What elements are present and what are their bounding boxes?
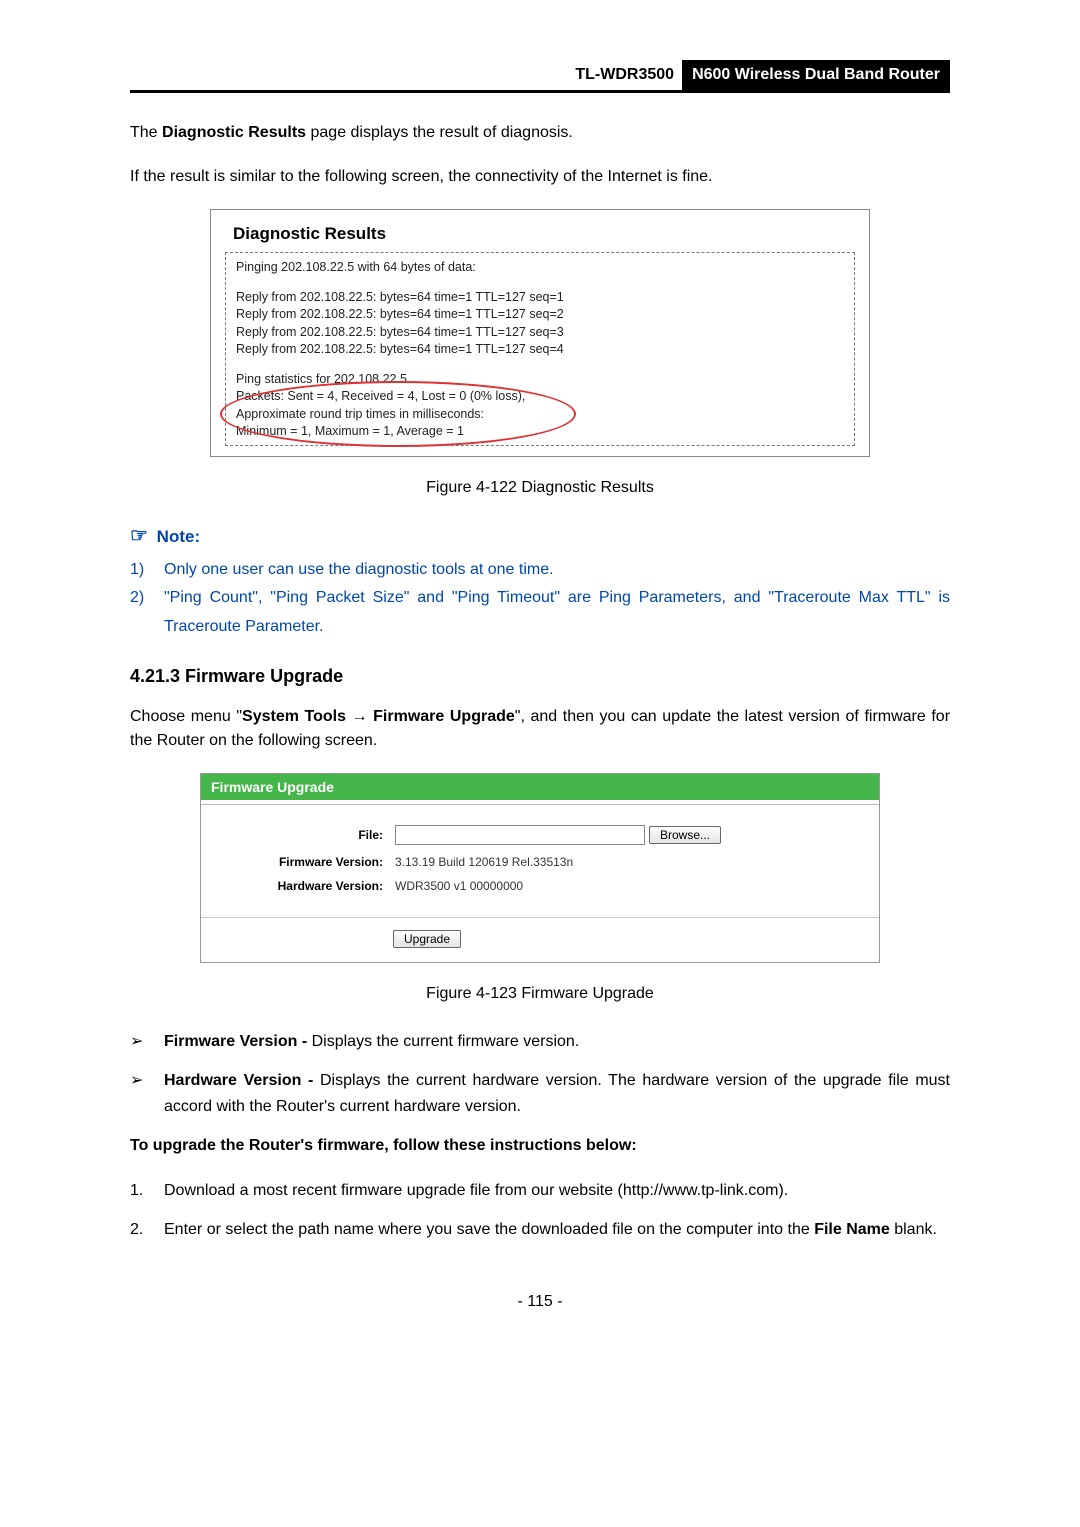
note-list: 1) Only one user can use the diagnostic … xyxy=(130,556,950,642)
ping-stat: Packets: Sent = 4, Received = 4, Lost = … xyxy=(236,388,844,406)
fw-version-label: Firmware Version: xyxy=(215,855,395,869)
steps-list: 1. Download a most recent firmware upgra… xyxy=(130,1178,950,1243)
header-desc: N600 Wireless Dual Band Router xyxy=(682,60,950,90)
step-item: 2. Enter or select the path name where y… xyxy=(130,1217,950,1243)
fw-file-row: File: Browse... xyxy=(215,825,865,845)
fw-version-value: 3.13.19 Build 120619 Rel.33513n xyxy=(395,855,573,869)
bullet-item: ➢ Firmware Version - Displays the curren… xyxy=(130,1029,950,1055)
ping-stat: Minimum = 1, Maximum = 1, Average = 1 xyxy=(236,423,844,441)
ping-reply: Reply from 202.108.22.5: bytes=64 time=1… xyxy=(236,289,844,307)
firmware-body: File: Browse... Firmware Version: 3.13.1… xyxy=(201,804,879,917)
upgrade-button[interactable]: Upgrade xyxy=(393,930,461,948)
note-header: ☞ Note: xyxy=(130,523,950,548)
ping-reply: Reply from 202.108.22.5: bytes=64 time=1… xyxy=(236,341,844,359)
diagnostic-title: Diagnostic Results xyxy=(225,220,855,252)
intro-paragraph-1: The Diagnostic Results page displays the… xyxy=(130,121,950,145)
hand-point-icon: ☞ xyxy=(130,525,148,547)
step-item: 1. Download a most recent firmware upgra… xyxy=(130,1178,950,1204)
ping-header-line: Pinging 202.108.22.5 with 64 bytes of da… xyxy=(236,259,844,277)
file-input[interactable] xyxy=(395,825,645,845)
figure-caption-1: Figure 4-122 Diagnostic Results xyxy=(130,479,950,497)
ping-reply: Reply from 202.108.22.5: bytes=64 time=1… xyxy=(236,306,844,324)
firmware-upgrade-box: Firmware Upgrade File: Browse... Firmwar… xyxy=(200,773,880,963)
bullet-list: ➢ Firmware Version - Displays the curren… xyxy=(130,1029,950,1120)
ping-stat: Approximate round trip times in millisec… xyxy=(236,406,844,424)
note-item: 1) Only one user can use the diagnostic … xyxy=(130,556,950,585)
choose-menu-paragraph: Choose menu "System Tools → Firmware Upg… xyxy=(130,705,950,753)
note-label: Note: xyxy=(157,527,200,546)
hw-version-value: WDR3500 v1 00000000 xyxy=(395,879,523,893)
chevron-right-icon: ➢ xyxy=(130,1029,164,1055)
intro-paragraph-2: If the result is similar to the followin… xyxy=(130,165,950,189)
firmware-header: Firmware Upgrade xyxy=(201,774,879,800)
header-model: TL-WDR3500 xyxy=(575,60,682,90)
file-label: File: xyxy=(215,828,395,842)
diagnostic-results-box: Diagnostic Results Pinging 202.108.22.5 … xyxy=(210,209,870,457)
ping-stat: Ping statistics for 202.108.22.5 xyxy=(236,371,844,389)
note-item: 2) "Ping Count", "Ping Packet Size" and … xyxy=(130,584,950,642)
firmware-footer: Upgrade xyxy=(201,917,879,962)
bullet-item: ➢ Hardware Version - Displays the curren… xyxy=(130,1068,950,1119)
hw-version-row: Hardware Version: WDR3500 v1 00000000 xyxy=(215,879,865,893)
page-number: - 115 - xyxy=(130,1293,950,1311)
doc-header: TL-WDR3500 N600 Wireless Dual Band Route… xyxy=(130,60,950,93)
ping-reply: Reply from 202.108.22.5: bytes=64 time=1… xyxy=(236,324,844,342)
diagnostic-output: Pinging 202.108.22.5 with 64 bytes of da… xyxy=(225,252,855,446)
hw-version-label: Hardware Version: xyxy=(215,879,395,893)
figure-caption-2: Figure 4-123 Firmware Upgrade xyxy=(130,985,950,1003)
browse-button[interactable]: Browse... xyxy=(649,826,721,844)
upgrade-instructions-heading: To upgrade the Router's firmware, follow… xyxy=(130,1134,950,1158)
section-heading: 4.21.3 Firmware Upgrade xyxy=(130,666,950,687)
chevron-right-icon: ➢ xyxy=(130,1068,164,1119)
fw-version-row: Firmware Version: 3.13.19 Build 120619 R… xyxy=(215,855,865,869)
